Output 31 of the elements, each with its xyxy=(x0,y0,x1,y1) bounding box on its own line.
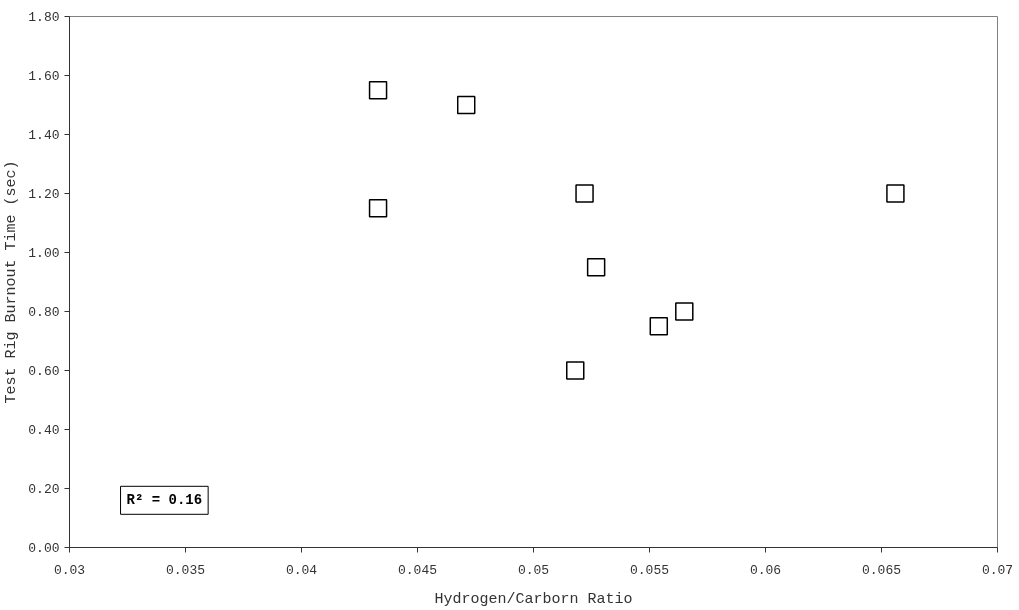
y-tick-label: 1.20 xyxy=(28,187,60,202)
y-tick-label: 0.60 xyxy=(28,364,60,379)
point xyxy=(566,361,585,380)
x-tick-label: 0.035 xyxy=(166,562,206,578)
x-tick-label: 0.065 xyxy=(862,562,902,578)
point xyxy=(586,258,606,277)
y-tick-label: 0.80 xyxy=(28,305,60,320)
point xyxy=(575,184,594,203)
y-tick-label: 0.00 xyxy=(28,541,60,556)
y-tick-label: 0.20 xyxy=(28,482,60,497)
point xyxy=(649,317,669,336)
point xyxy=(456,95,476,115)
y-tick-label: 1.80 xyxy=(28,10,60,25)
x-tick-label: 0.05 xyxy=(517,562,550,578)
y-tick-label: 1.60 xyxy=(28,69,60,84)
point xyxy=(675,302,694,321)
x-axis-title: Hydrogen/Carborn Ratio xyxy=(434,590,633,608)
x-tick-label: 0.06 xyxy=(749,562,782,578)
point xyxy=(886,184,905,203)
y-tick-label: 1.40 xyxy=(28,128,60,143)
x-tick-label: 0.045 xyxy=(398,562,438,578)
x-tick-label: 0.055 xyxy=(630,562,670,578)
point xyxy=(368,81,388,100)
point xyxy=(368,199,388,218)
y-axis-title: Test Rig Burnout Time (sec) xyxy=(3,160,21,404)
x-tick-label: 0.03 xyxy=(53,562,86,578)
x-tick-label: 0.07 xyxy=(981,562,1014,578)
y-tick-label: 0.40 xyxy=(28,423,60,438)
x-tick-label: 0.04 xyxy=(285,562,318,578)
annotation: R² = 0.16 xyxy=(126,492,203,509)
y-tick-label: 1.00 xyxy=(28,246,60,261)
